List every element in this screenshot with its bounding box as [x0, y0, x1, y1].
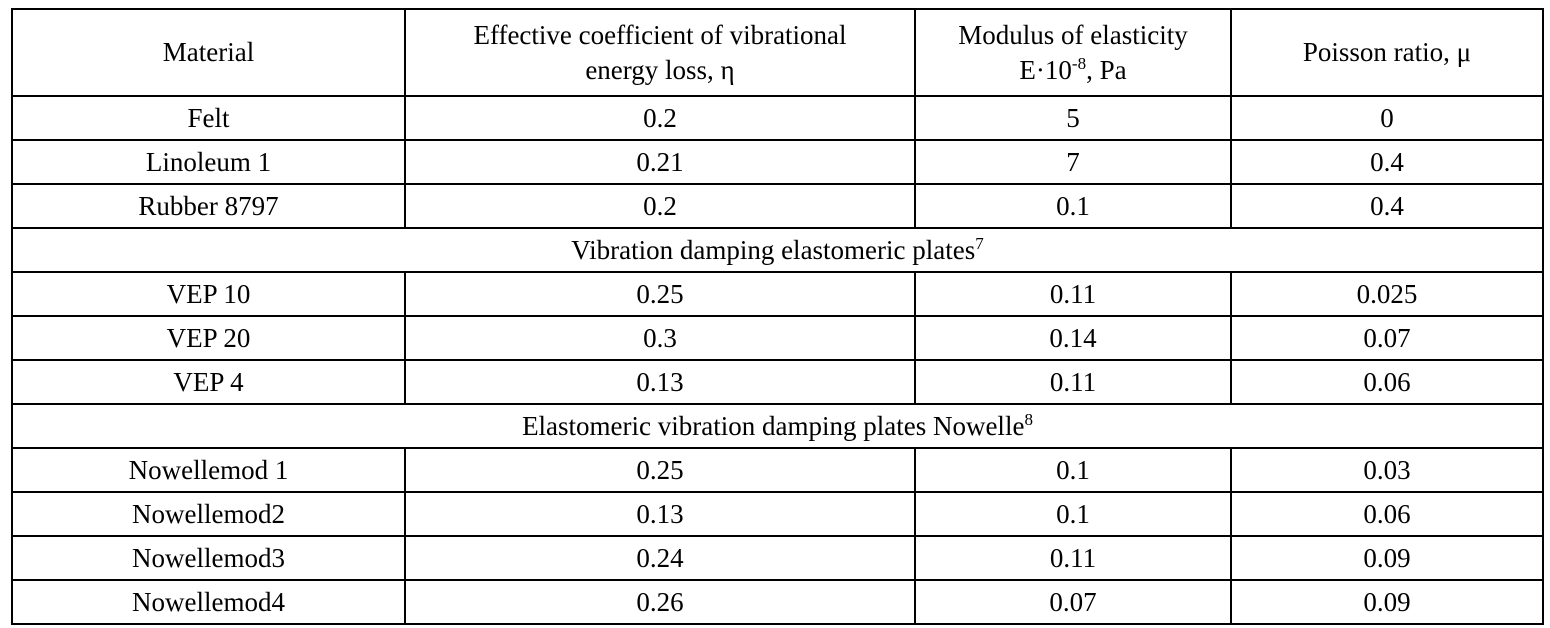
header-modulus-exponent: -8	[1071, 53, 1087, 73]
cell-modulus: 0.07	[914, 579, 1232, 625]
table-row: VEP 20 0.3 0.14 0.07	[11, 315, 1544, 361]
group-title: Vibration damping elastomeric plates	[571, 234, 976, 265]
cell-loss: 0.25	[404, 271, 916, 317]
footnote-marker: 7	[975, 233, 984, 253]
header-loss-line1: Effective coefficient of vibrational	[473, 19, 847, 50]
cell-material: Felt	[11, 95, 406, 141]
cell-material: VEP 20	[11, 315, 406, 361]
table-row: VEP 4 0.13 0.11 0.06	[11, 359, 1544, 405]
cell-material: VEP 4	[11, 359, 406, 405]
cell-poisson: 0.07	[1230, 315, 1544, 361]
table-row: VEP 10 0.25 0.11 0.025	[11, 271, 1544, 317]
group-heading-row: Elastomeric vibration damping plates Now…	[11, 403, 1544, 449]
footnote-marker: 8	[1024, 409, 1033, 429]
header-modulus-line2: E·10-8, Pa	[922, 53, 1224, 88]
cell-poisson: 0.06	[1230, 359, 1544, 405]
cell-modulus: 7	[914, 139, 1232, 185]
cell-modulus: 0.11	[914, 359, 1232, 405]
cell-poisson: 0	[1230, 95, 1544, 141]
header-loss-coefficient: Effective coefficient of vibrational ene…	[404, 8, 916, 97]
table-row: Nowellemod4 0.26 0.07 0.09	[11, 579, 1544, 625]
cell-poisson: 0.03	[1230, 447, 1544, 493]
cell-modulus: 0.1	[914, 183, 1232, 229]
header-material: Material	[11, 8, 406, 97]
table-row: Rubber 8797 0.2 0.1 0.4	[11, 183, 1544, 229]
group-heading-vep: Vibration damping elastomeric plates7	[11, 227, 1544, 273]
cell-material: VEP 10	[11, 271, 406, 317]
cell-loss: 0.13	[404, 359, 916, 405]
cell-loss: 0.24	[404, 535, 916, 581]
group-heading-row: Vibration damping elastomeric plates7	[11, 227, 1544, 273]
cell-loss: 0.26	[404, 579, 916, 625]
material-properties-table: Material Effective coefficient of vibrat…	[11, 8, 1544, 625]
cell-material: Nowellemod4	[11, 579, 406, 625]
cell-poisson: 0.025	[1230, 271, 1544, 317]
header-modulus-suffix: , Pa	[1086, 54, 1127, 85]
cell-loss: 0.21	[404, 139, 916, 185]
cell-material: Nowellemod 1	[11, 447, 406, 493]
cell-poisson: 0.4	[1230, 139, 1544, 185]
cell-modulus: 0.14	[914, 315, 1232, 361]
cell-loss: 0.3	[404, 315, 916, 361]
cell-material: Linoleum 1	[11, 139, 406, 185]
header-poisson: Poisson ratio, μ	[1230, 8, 1544, 97]
group-heading-nowelle: Elastomeric vibration damping plates Now…	[11, 403, 1544, 449]
cell-material: Nowellemod2	[11, 491, 406, 537]
cell-modulus: 5	[914, 95, 1232, 141]
cell-loss: 0.2	[404, 183, 916, 229]
table-row: Felt 0.2 5 0	[11, 95, 1544, 141]
cell-poisson: 0.09	[1230, 579, 1544, 625]
header-modulus: Modulus of elasticity E·10-8, Pa	[914, 8, 1232, 97]
cell-loss: 0.2	[404, 95, 916, 141]
cell-modulus: 0.1	[914, 491, 1232, 537]
table-row: Linoleum 1 0.21 7 0.4	[11, 139, 1544, 185]
cell-poisson: 0.06	[1230, 491, 1544, 537]
table-row: Nowellemod 1 0.25 0.1 0.03	[11, 447, 1544, 493]
cell-modulus: 0.1	[914, 447, 1232, 493]
cell-poisson: 0.09	[1230, 535, 1544, 581]
header-row: Material Effective coefficient of vibrat…	[11, 8, 1544, 97]
cell-loss: 0.13	[404, 491, 916, 537]
header-modulus-prefix: E·10	[1019, 54, 1072, 85]
header-modulus-line1: Modulus of elasticity	[958, 19, 1188, 50]
cell-modulus: 0.11	[914, 271, 1232, 317]
cell-material: Rubber 8797	[11, 183, 406, 229]
cell-modulus: 0.11	[914, 535, 1232, 581]
cell-poisson: 0.4	[1230, 183, 1544, 229]
cell-loss: 0.25	[404, 447, 916, 493]
group-title: Elastomeric vibration damping plates Now…	[522, 410, 1025, 441]
cell-material: Nowellemod3	[11, 535, 406, 581]
table-row: Nowellemod2 0.13 0.1 0.06	[11, 491, 1544, 537]
header-loss-line2: energy loss, η	[585, 54, 735, 85]
table-row: Nowellemod3 0.24 0.11 0.09	[11, 535, 1544, 581]
